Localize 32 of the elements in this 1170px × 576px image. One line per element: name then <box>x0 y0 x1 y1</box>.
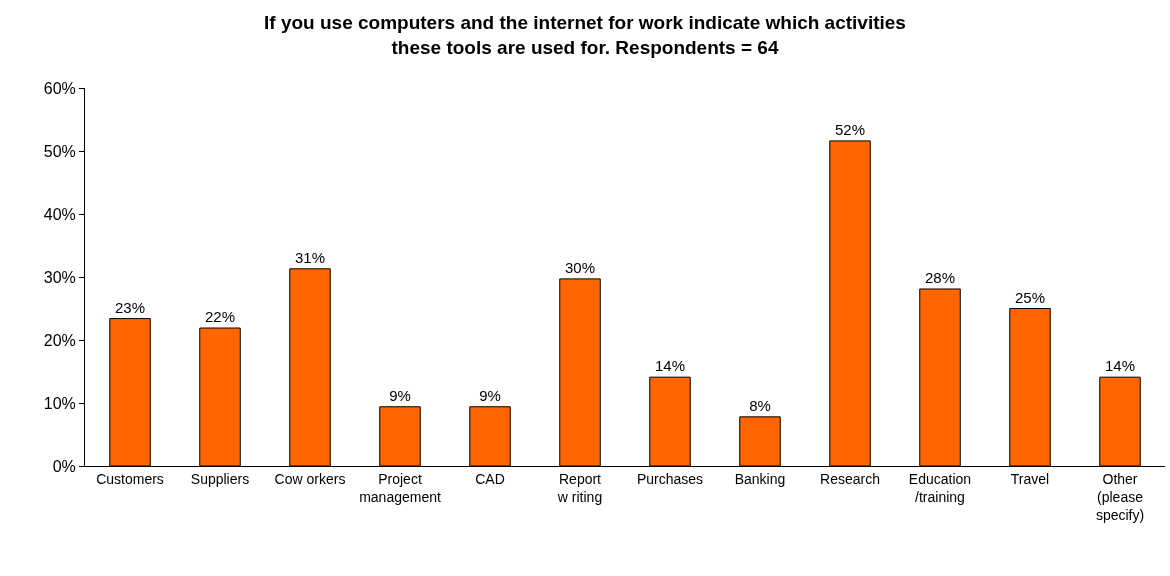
x-tick-label: Education /training <box>908 470 972 505</box>
data-label: 52% <box>834 120 866 138</box>
data-label: 25% <box>1014 288 1046 306</box>
data-label: 9% <box>479 386 501 404</box>
data-label: 8% <box>749 396 771 414</box>
data-label: 31% <box>294 248 326 266</box>
x-tick-label: Purchases <box>636 470 704 487</box>
x-tick-label: CAD <box>475 470 505 487</box>
data-label: 23% <box>114 298 146 316</box>
chart-title: If you use computers and the internet for work indicate which activities these tools are used for. Respondents = 64 <box>264 11 906 58</box>
data-label: 14% <box>1104 357 1136 375</box>
x-tick-label: Cow orkers <box>274 470 346 487</box>
y-tick-label: 0% <box>52 457 76 475</box>
x-tick-label: Suppliers <box>190 470 250 487</box>
y-tick-label: 50% <box>43 142 76 160</box>
x-tick-label: Banking <box>734 470 786 487</box>
data-label: 14% <box>654 357 686 375</box>
x-tick-label: Report w riting <box>556 470 603 505</box>
data-label: 30% <box>564 258 596 276</box>
y-tick-label: 40% <box>43 205 76 223</box>
y-tick-label: 10% <box>43 394 76 412</box>
x-tick-label: Other (please specify) <box>1095 470 1145 524</box>
data-label: 22% <box>204 308 236 326</box>
data-label: 9% <box>389 386 411 404</box>
y-tick-label: 30% <box>43 268 76 286</box>
x-tick-label: Project management <box>359 470 441 505</box>
data-label: 28% <box>924 268 956 286</box>
x-tick-label: Customers <box>96 470 164 487</box>
x-tick-label: Travel <box>1010 470 1050 487</box>
y-tick-label: 20% <box>43 331 76 349</box>
x-tick-label: Research <box>820 470 880 487</box>
y-tick-label: 60% <box>43 79 76 97</box>
